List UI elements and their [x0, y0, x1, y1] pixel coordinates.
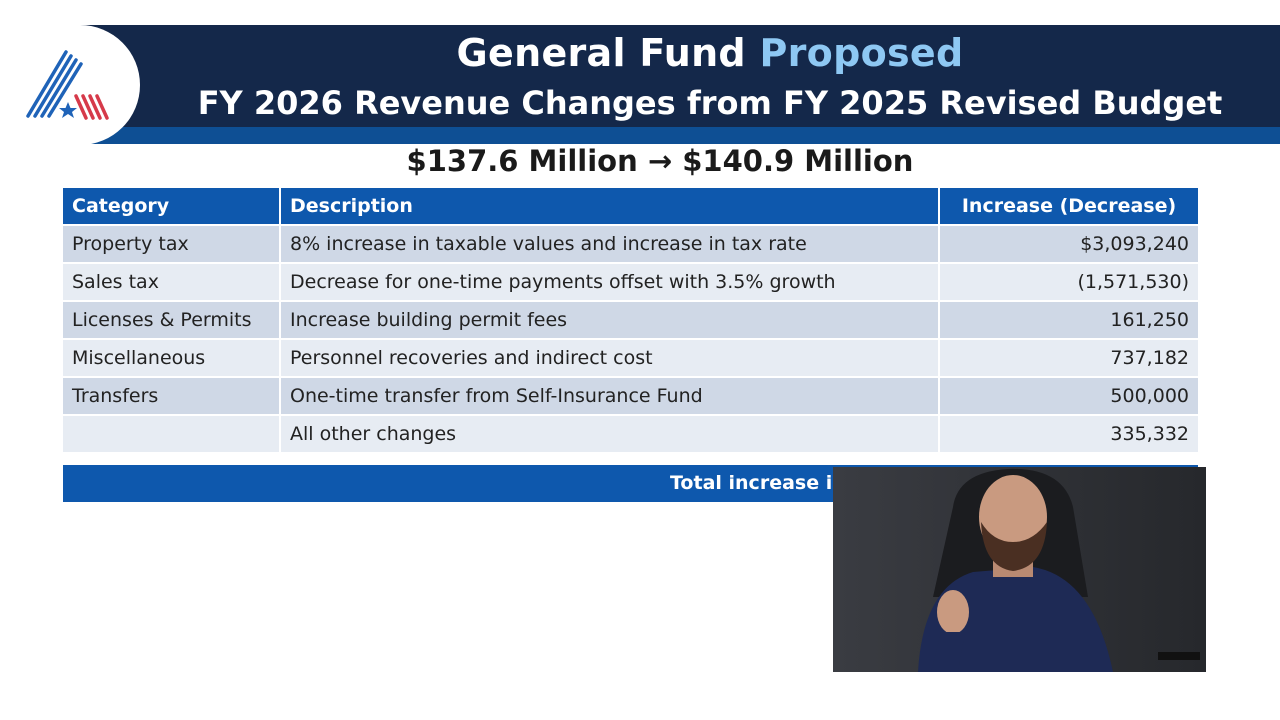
- row-amount: 500,000: [940, 376, 1198, 414]
- table-row: Transfers One-time transfer from Self-In…: [63, 376, 1198, 414]
- row-category: Sales tax: [63, 262, 281, 300]
- row-category: [63, 414, 281, 452]
- table-row: Licenses & Permits Increase building per…: [63, 300, 1198, 338]
- row-category: Transfers: [63, 376, 281, 414]
- row-description: Increase building permit fees: [281, 300, 940, 338]
- row-amount: 737,182: [940, 338, 1198, 376]
- total-label: Total increase in: [670, 472, 846, 494]
- row-description: All other changes: [281, 414, 940, 452]
- table-header-row: Category Description Increase (Decrease): [63, 188, 1198, 224]
- row-category: Property tax: [63, 224, 281, 262]
- row-amount: 161,250: [940, 300, 1198, 338]
- table-row: Sales tax Decrease for one-time payments…: [63, 262, 1198, 300]
- flag-star-logo-icon: [26, 50, 109, 120]
- row-description: One-time transfer from Self-Insurance Fu…: [281, 376, 940, 414]
- page-title: General Fund Proposed: [0, 31, 1280, 75]
- header-banner: [0, 25, 1280, 127]
- row-amount: 335,332: [940, 414, 1198, 452]
- row-description: 8% increase in taxable values and increa…: [281, 224, 940, 262]
- column-header-amount: Increase (Decrease): [940, 188, 1198, 224]
- column-header-description: Description: [281, 188, 940, 224]
- video-name-tag: [1158, 652, 1200, 660]
- title-part-1: General Fund: [456, 31, 746, 75]
- table-row: Property tax 8% increase in taxable valu…: [63, 224, 1198, 262]
- page-subtitle: FY 2026 Revenue Changes from FY 2025 Rev…: [197, 84, 1223, 122]
- row-category: Licenses & Permits: [63, 300, 281, 338]
- row-category: Miscellaneous: [63, 338, 281, 376]
- row-amount: $3,093,240: [940, 224, 1198, 262]
- table-row: Miscellaneous Personnel recoveries and i…: [63, 338, 1198, 376]
- row-description: Personnel recoveries and indirect cost: [281, 338, 940, 376]
- row-description: Decrease for one-time payments offset wi…: [281, 262, 940, 300]
- title-part-2: Proposed: [759, 31, 964, 75]
- header-stripe: [0, 127, 1280, 144]
- interpreter-video[interactable]: [833, 467, 1206, 672]
- table-row: All other changes 335,332: [63, 414, 1198, 452]
- interpreter-figure-icon: [833, 467, 1206, 672]
- budget-range: $137.6 Million → $140.9 Million: [406, 144, 914, 178]
- row-amount: (1,571,530): [940, 262, 1198, 300]
- revenue-changes-table: Category Description Increase (Decrease)…: [63, 188, 1198, 452]
- column-header-category: Category: [63, 188, 281, 224]
